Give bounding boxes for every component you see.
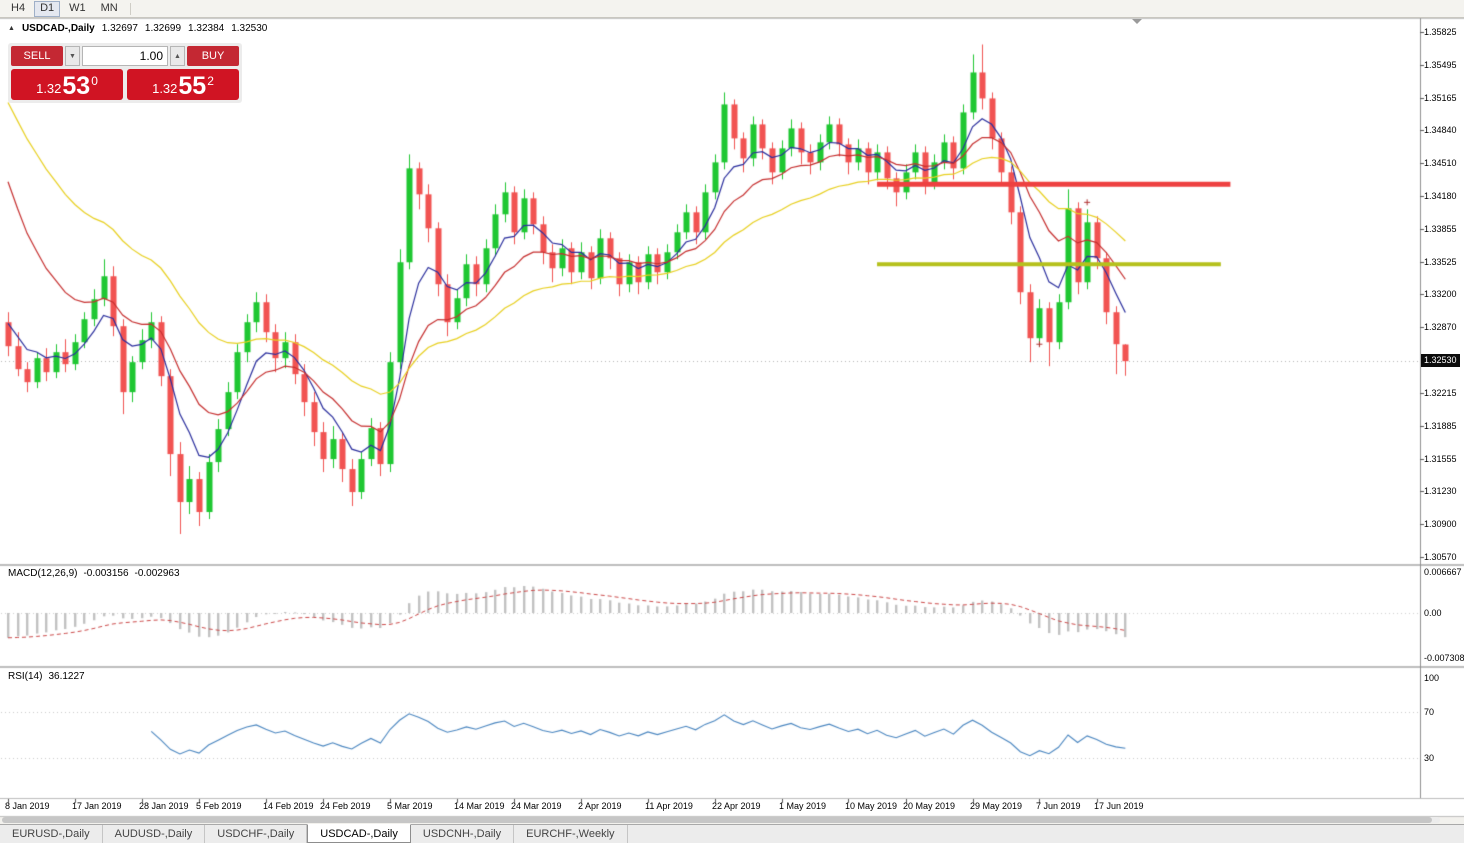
tab-eurchf-weekly[interactable]: EURCHF-,Weekly — [514, 825, 628, 843]
tab-usdcad-daily[interactable]: USDCAD-,Daily — [307, 824, 411, 843]
buy-price-superscript: 2 — [207, 74, 214, 88]
timeframe-d1-button[interactable]: D1 — [34, 0, 61, 17]
sell-price-button[interactable]: 1.32 53 0 — [11, 69, 123, 100]
scrollbar-thumb[interactable] — [2, 817, 1432, 823]
buy-price-big: 55 — [178, 72, 207, 100]
buy-price-button[interactable]: 1.32 55 2 — [127, 69, 239, 100]
chevron-up-icon: ▲ — [174, 52, 181, 60]
sell-price-superscript: 0 — [91, 74, 98, 88]
ohlc-low: 1.32384 — [188, 23, 225, 34]
chart-title: ▲ USDCAD-,Daily 1.32697 1.32699 1.32384 … — [8, 23, 267, 34]
buy-price-prefix: 1.32 — [152, 81, 178, 96]
tab-eurusd-daily[interactable]: EURUSD-,Daily — [0, 825, 103, 843]
macd-main-value: -0.003156 — [83, 568, 129, 579]
macd-indicator-label: MACD(12,26,9) -0.003156 -0.002963 — [8, 568, 180, 579]
chevron-down-icon: ▼ — [69, 52, 76, 60]
sell-price-prefix: 1.32 — [36, 81, 62, 96]
rsi-value: 36.1227 — [48, 671, 85, 682]
buy-button[interactable]: BUY — [187, 46, 239, 66]
horizontal-scrollbar[interactable] — [2, 817, 1440, 823]
sell-button[interactable]: SELL — [11, 46, 63, 66]
tab-audusd-daily[interactable]: AUDUSD-,Daily — [103, 825, 206, 843]
volume-increase-button[interactable]: ▲ — [170, 46, 185, 66]
ohlc-open: 1.32697 — [101, 23, 138, 34]
volume-input[interactable] — [82, 46, 168, 66]
rsi-indicator-label: RSI(14) 36.1227 — [8, 671, 85, 682]
tab-usdcnh-daily[interactable]: USDCNH-,Daily — [411, 825, 515, 843]
macd-name: MACD(12,26,9) — [8, 568, 78, 579]
timeframe-toolbar: H4 D1 W1 MN — [0, 0, 1464, 18]
toolbar-separator — [129, 2, 131, 15]
macd-signal-value: -0.002963 — [134, 568, 180, 579]
ohlc-close: 1.32530 — [231, 23, 268, 34]
current-price-tag: 1.32530 — [1421, 354, 1460, 367]
symbol-timeframe-label: USDCAD-,Daily — [21, 23, 95, 34]
tab-usdchf-daily[interactable]: USDCHF-,Daily — [205, 825, 308, 843]
volume-decrease-button[interactable]: ▼ — [65, 46, 80, 66]
timeframe-h4-button[interactable]: H4 — [5, 1, 31, 17]
chart-shift-marker[interactable] — [1132, 19, 1142, 24]
ohlc-high: 1.32699 — [144, 23, 182, 34]
timeframe-w1-button[interactable]: W1 — [63, 1, 92, 17]
sell-price-big: 53 — [62, 72, 91, 100]
collapse-trade-panel-icon[interactable]: ▲ — [8, 25, 15, 32]
timeframe-mn-button[interactable]: MN — [95, 1, 124, 17]
rsi-name: RSI(14) — [8, 671, 43, 682]
symbol-tab-bar: EURUSD-,Daily AUDUSD-,Daily USDCHF-,Dail… — [0, 824, 1464, 843]
